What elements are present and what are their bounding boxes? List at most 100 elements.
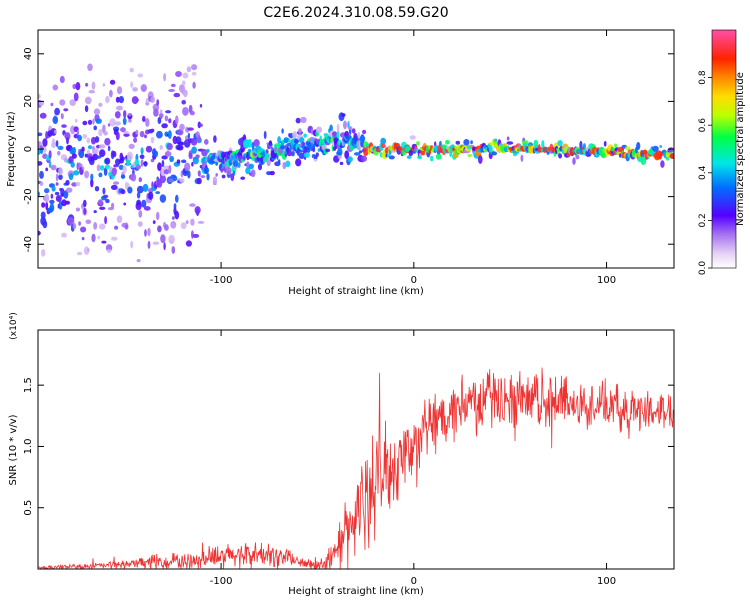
colorbar-tick-label-0: 0.0 — [698, 261, 708, 276]
heatmap-cell-106 — [72, 223, 77, 230]
heatmap-cell-385 — [169, 155, 175, 163]
heatmap-cell-368 — [161, 123, 168, 129]
heatmap-cell-68 — [58, 174, 63, 181]
heatmap-cell-49 — [51, 185, 56, 192]
heatmap-cell-359 — [158, 113, 164, 118]
top-yticks-label-3: 20 — [23, 95, 34, 108]
snr-y-axis-label: SNR (10 * v/v) — [8, 414, 19, 485]
heatmap-cell-137 — [83, 199, 87, 208]
heatmap-cell-279 — [130, 173, 137, 182]
heatmap-cell-190 — [102, 124, 106, 134]
heatmap-cell-93 — [66, 187, 73, 193]
heatmap-cell-248 — [120, 127, 126, 133]
heatmap-cell-342 — [153, 108, 159, 117]
heatmap-cell-1095 — [575, 154, 580, 160]
heatmap-cell-20 — [43, 146, 47, 153]
heatmap-cell-957 — [455, 140, 461, 145]
heatmap-cell-223 — [110, 184, 118, 190]
snr-multiplier: (x10⁴) — [9, 312, 19, 339]
heatmap-cell-366 — [161, 155, 168, 160]
heatmap-cell-16 — [40, 211, 46, 219]
top-yticks-label-0: -40 — [23, 236, 34, 252]
heatmap-cell-100 — [69, 99, 76, 106]
heatmap-cell-928 — [430, 155, 434, 162]
heatmap-cell-1153 — [625, 146, 631, 151]
heatmap-cell-233 — [114, 111, 121, 119]
heatmap-cell-384 — [168, 118, 172, 124]
heatmap-cell-320 — [145, 145, 153, 153]
heatmap-cell-973 — [470, 140, 473, 145]
heatmap-cell-313 — [143, 161, 148, 166]
heatmap-cell-8 — [38, 161, 43, 166]
heatmap-cell-319 — [145, 97, 149, 104]
heatmap-cell-788 — [336, 129, 340, 139]
heatmap-cell-327 — [148, 191, 154, 200]
heatmap-cell-285 — [134, 98, 139, 102]
spectrogram-y-axis-label: Frequency (Hz) — [6, 111, 17, 187]
heatmap-cell-364 — [161, 160, 165, 168]
heatmap-cell-380 — [168, 164, 172, 174]
heatmap-cell-21 — [42, 138, 48, 147]
top-xticks-label-1: 0 — [411, 275, 417, 286]
heatmap-cell-849 — [362, 129, 367, 135]
heatmap-cell-115 — [75, 82, 81, 91]
heatmap-cell-178 — [96, 164, 101, 172]
heatmap-cell-139 — [82, 134, 88, 139]
heatmap-cell-107 — [73, 146, 76, 154]
heatmap-cell-334 — [150, 136, 155, 144]
heatmap-cell-85 — [65, 179, 70, 186]
heatmap-cell-306 — [141, 199, 147, 208]
heatmap-cell-221 — [112, 150, 117, 158]
heatmap-cell-186 — [99, 206, 106, 210]
colorbar-label: Normalized spectral amplitude — [735, 72, 746, 226]
heatmap-cell-51 — [54, 129, 57, 134]
heatmap-cell-78 — [61, 124, 67, 128]
heatmap-cell-129 — [80, 163, 83, 168]
heatmap-cell-159 — [89, 158, 95, 166]
heatmap-cell-790 — [336, 123, 340, 133]
heatmap-cell-291 — [136, 259, 141, 263]
heatmap-cell-850 — [361, 155, 367, 162]
heatmap-cell-554 — [232, 160, 239, 167]
heatmap-cell-690 — [292, 131, 298, 139]
heatmap-cell-156 — [88, 89, 96, 94]
heatmap-cell-172 — [94, 136, 100, 143]
heatmap-cell-196 — [102, 194, 109, 199]
heatmap-cell-394 — [170, 221, 177, 229]
top-yticks-label-4: 40 — [23, 47, 34, 60]
heatmap-cell-365 — [163, 73, 167, 82]
bot-yticks-label-0: 0.5 — [23, 500, 34, 516]
heatmap-cell-550 — [232, 170, 236, 176]
heatmap-cell-89 — [66, 137, 69, 145]
heatmap-cell-75 — [61, 232, 67, 238]
heatmap-cell-1091 — [572, 157, 576, 165]
snr-x-ticks: -100 0 100 — [210, 330, 616, 587]
heatmap-cell-184 — [98, 172, 103, 178]
heatmap-cell-696 — [295, 117, 301, 124]
heatmap-cell-1016 — [506, 136, 510, 141]
heatmap-cell-234 — [114, 121, 122, 126]
heatmap-cell-582 — [245, 167, 251, 175]
heatmap-cell-29 — [44, 193, 50, 203]
heatmap-cell-438 — [185, 240, 192, 247]
heatmap-cell-58 — [55, 173, 59, 182]
heatmap-cell-88 — [64, 132, 71, 141]
colorbar-tick-label-1: 0.2 — [698, 213, 708, 227]
heatmap-cell-188 — [98, 144, 106, 149]
heatmap-cell-1128 — [603, 140, 607, 147]
heatmap-cell-454 — [191, 64, 198, 71]
heatmap-cell-193 — [101, 240, 107, 244]
heatmap-cell-351 — [157, 116, 162, 125]
heatmap-cell-833 — [353, 152, 361, 156]
heatmap-cell-446 — [191, 162, 194, 167]
heatmap-cell-293 — [136, 191, 141, 199]
heatmap-cell-817 — [347, 156, 353, 163]
heatmap-cell-119 — [75, 181, 81, 187]
heatmap-cell-246 — [120, 174, 126, 179]
snr-line — [38, 367, 674, 569]
heatmap-cell-374 — [163, 169, 170, 175]
heatmap-cell-340 — [152, 241, 160, 245]
heatmap-cell-488 — [206, 173, 210, 181]
heatmap-cell-323 — [147, 240, 151, 249]
heatmap-cell-421 — [181, 159, 187, 164]
